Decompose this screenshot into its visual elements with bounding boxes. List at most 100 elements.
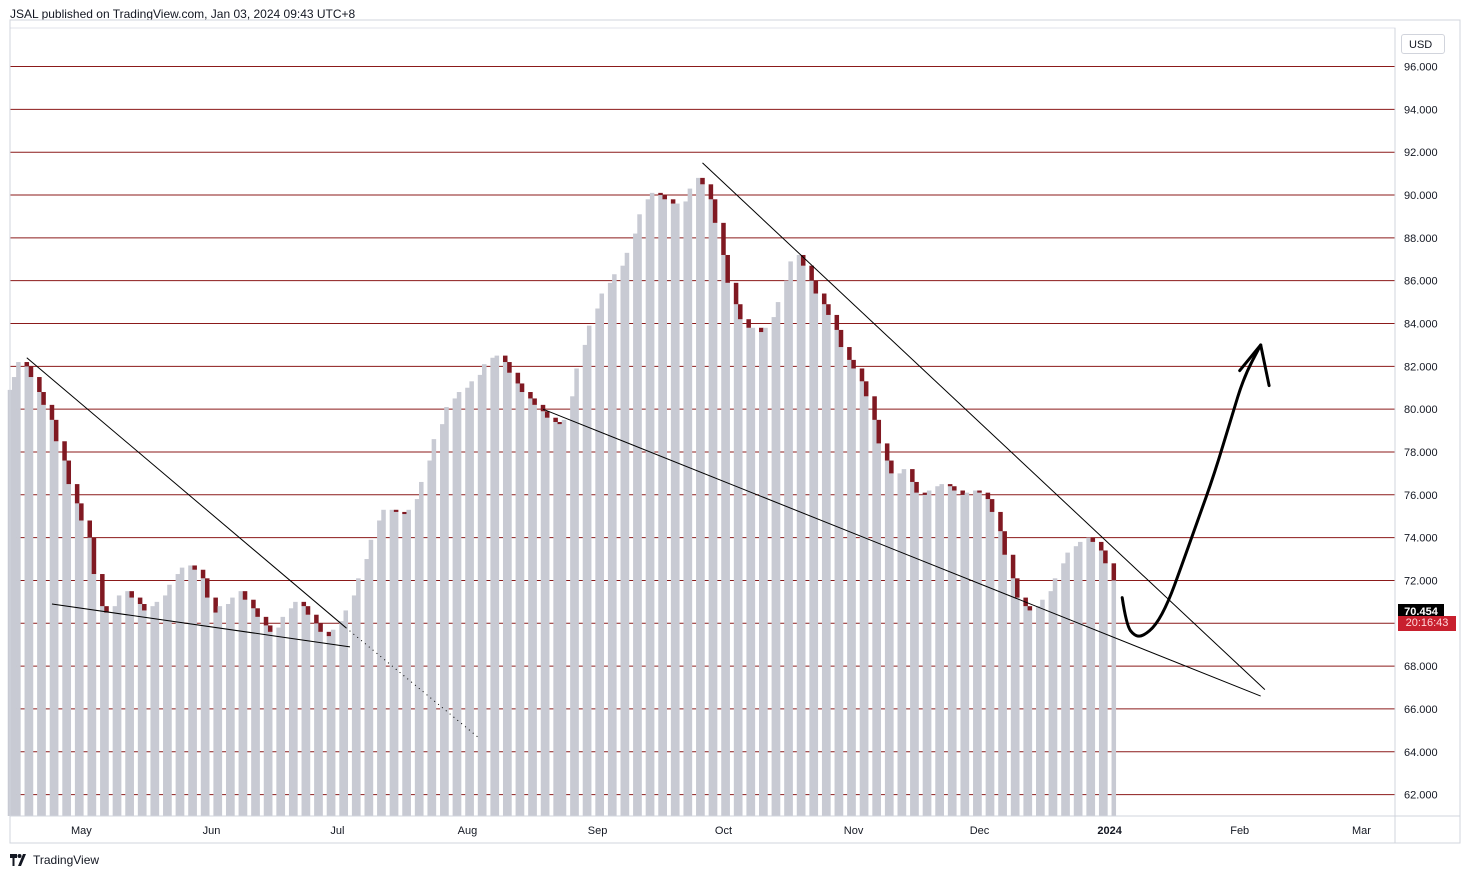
price-bar xyxy=(964,492,970,816)
price-bar-decline xyxy=(142,604,147,611)
price-bar xyxy=(192,569,197,816)
price-bar xyxy=(440,424,445,816)
footer-brand[interactable]: TradingView xyxy=(10,853,99,867)
price-bar-decline xyxy=(834,314,840,330)
price-tick-label: 72.000 xyxy=(1404,575,1438,587)
price-bar xyxy=(389,509,395,816)
price-bar xyxy=(939,484,944,816)
price-bar xyxy=(889,473,894,816)
price-bar-decline xyxy=(87,520,93,538)
price-bar xyxy=(821,304,827,816)
price-bar xyxy=(217,606,223,816)
price-bar xyxy=(859,381,865,816)
price-bar-decline xyxy=(91,537,97,575)
price-bar xyxy=(167,584,172,816)
price-bar xyxy=(179,567,185,816)
price-bar xyxy=(570,396,575,816)
price-bar xyxy=(364,559,370,816)
price-bar xyxy=(624,252,630,816)
price-tick-label: 86.000 xyxy=(1404,276,1438,288)
price-bar xyxy=(834,329,840,816)
price-bar xyxy=(368,539,374,816)
price-bar xyxy=(750,327,756,816)
price-bar-decline xyxy=(1015,578,1020,598)
time-axis[interactable]: May Jun Jul Aug Sep Oct Nov Dec 2024 Feb Mar xyxy=(71,825,1371,837)
drawings[interactable] xyxy=(26,162,1271,740)
price-bar xyxy=(100,606,105,816)
price-bar xyxy=(1111,580,1117,816)
price-bar xyxy=(1065,552,1070,816)
price-bar-decline xyxy=(813,280,819,294)
price-bar xyxy=(595,308,600,816)
price-bar-decline xyxy=(263,616,269,626)
currency-selector[interactable]: USD xyxy=(1401,34,1445,54)
chart-frame xyxy=(9,19,1461,844)
price-bar-decline xyxy=(947,484,953,487)
price-bar xyxy=(1027,610,1033,816)
price-bar-decline xyxy=(326,631,332,637)
price-bar-decline xyxy=(507,362,512,373)
price-bar xyxy=(670,203,676,816)
price-bar xyxy=(746,327,751,816)
price-bar xyxy=(553,422,558,816)
price-bar-decline xyxy=(242,591,248,600)
price-bar-decline xyxy=(540,404,546,412)
price-bar xyxy=(469,381,474,816)
price-bar-decline xyxy=(137,597,143,605)
price-bar xyxy=(733,304,739,816)
price-bar xyxy=(582,344,588,816)
price-bar xyxy=(687,188,693,816)
price-bar-decline xyxy=(876,419,882,444)
price-bar xyxy=(142,610,147,816)
price-bar xyxy=(163,595,168,816)
price-bar xyxy=(675,203,680,816)
price-bar xyxy=(788,261,793,816)
price-bar-decline xyxy=(66,460,72,485)
price-bar-decline xyxy=(1027,606,1033,611)
price-bar xyxy=(112,606,118,816)
price-bar xyxy=(872,419,877,816)
price-bar-decline xyxy=(662,195,667,200)
price-bar xyxy=(305,614,311,816)
price-tick-label: 68.000 xyxy=(1404,661,1438,673)
price-bar-decline xyxy=(318,623,323,632)
price-bar-decline xyxy=(519,383,525,393)
price-bar-decline xyxy=(872,396,877,420)
price-bar-decline xyxy=(758,327,764,333)
price-bar xyxy=(574,368,579,816)
time-tick-label: Mar xyxy=(1352,825,1371,837)
price-bar xyxy=(557,424,563,816)
price-bar-decline xyxy=(28,366,34,378)
price-bar xyxy=(87,537,93,816)
price-bar xyxy=(351,595,357,816)
price-bar xyxy=(926,490,932,816)
price-tick-label: 90.000 xyxy=(1404,190,1438,202)
price-bar xyxy=(758,332,764,816)
price-bar xyxy=(847,359,852,816)
price-bar xyxy=(225,604,231,816)
price-bar xyxy=(456,392,462,816)
price-bar xyxy=(700,184,705,817)
price-bar xyxy=(431,439,437,816)
price-bar-decline xyxy=(910,469,915,482)
price-bar xyxy=(775,302,781,817)
price-bar-decline xyxy=(800,254,806,266)
price-bar xyxy=(263,625,269,816)
price-bar xyxy=(37,392,42,816)
price-bar xyxy=(607,282,613,817)
price-bar xyxy=(1010,578,1016,816)
price-bar xyxy=(66,484,72,816)
price-bar-decline xyxy=(985,492,991,500)
price-axis[interactable]: 96.000 94.000 92.000 90.000 88.000 86.000 84.0… xyxy=(1404,62,1438,802)
price-bar xyxy=(125,591,130,816)
price-bar-decline xyxy=(267,625,273,632)
price-bar-decline xyxy=(721,222,726,255)
price-bar xyxy=(507,372,512,816)
time-tick-label: Jul xyxy=(330,825,344,837)
price-bar-decline xyxy=(670,199,676,204)
price-bar-decline xyxy=(746,319,751,328)
time-tick-label: May xyxy=(71,825,92,837)
price-bar-decline xyxy=(62,441,67,461)
price-bar xyxy=(293,601,298,816)
